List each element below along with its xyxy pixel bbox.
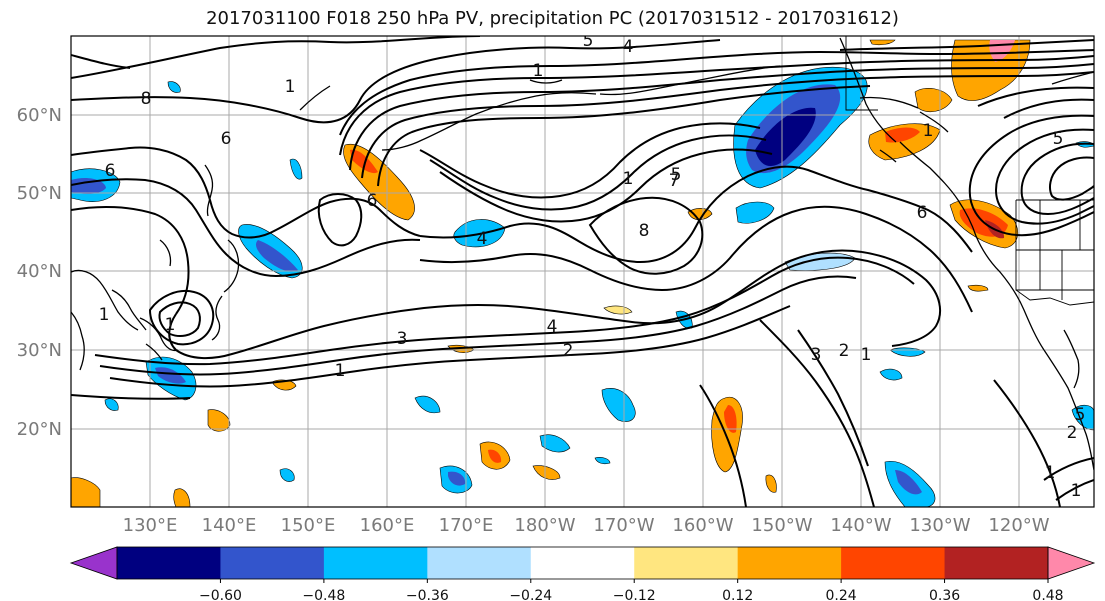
colorbar-extension-max [1047,546,1096,580]
lon-label: 150°W [751,515,812,536]
political-borders [845,36,1094,306]
latitude-labels: 60°N 50°N 40°N 30°N 20°N [17,105,62,440]
colorbar-tick-label: 0.36 [929,588,960,601]
colorbar-tick-label: −0.48 [302,588,345,601]
colorbar-segment [944,547,1049,579]
colorbar-tick-label: −0.60 [199,588,242,601]
contour-label: 1 [285,77,296,97]
contour-label: 2 [839,341,850,361]
contour-label: 1 [335,361,346,381]
colorbar-tick-label: 0.12 [722,588,753,601]
pv-contour-labels: 5 4 1 8 6 1 6 6 1 7 4 8 5 1 6 1 1 4 3 2 … [99,31,1086,501]
colorbar-segment [323,547,428,579]
lon-label: 130°E [123,515,178,536]
colorbar-tick-label: −0.36 [406,588,449,601]
contour-label: 7 [669,171,680,191]
lon-label: 160°W [672,515,733,536]
lat-label: 60°N [17,105,62,126]
map-title: 2017031100 F018 250 hPa PV, precipitatio… [206,8,899,29]
contour-label: 6 [367,191,378,211]
contour-label: 1 [923,121,934,141]
colorbar-segment [427,547,532,579]
contour-label: 6 [105,161,116,181]
contour-label: 1 [1045,463,1056,483]
lon-label: 170°E [439,515,494,536]
lat-label: 40°N [17,261,62,282]
contour-label: 8 [639,221,650,241]
colorbar-tick-label: 0.24 [826,588,857,601]
longitude-labels: 130°E 140°E 150°E 160°E 170°E 180°W 170°… [123,515,1050,536]
contour-label: 4 [623,37,634,57]
contour-label: 5 [1075,405,1086,425]
contour-label: 1 [533,61,544,81]
contour-label: 1 [165,315,176,335]
contour-label: 4 [547,317,558,337]
contour-label: 6 [221,129,232,149]
contour-label: 1 [1071,481,1082,501]
lon-label: 140°E [202,515,257,536]
colorbar-segment [841,547,946,579]
contour-label: 3 [811,345,822,365]
contour-label: 2 [563,341,574,361]
lon-label: 180°W [514,515,575,536]
contour-label: 1 [99,305,110,325]
lon-label: 170°W [593,515,654,536]
colorbar-tick-label: −0.12 [613,588,656,601]
colorbar-tick-label: −0.24 [509,588,552,601]
contour-label: 2 [1067,423,1078,443]
colorbar-outline [116,546,1049,580]
lat-label: 30°N [17,340,62,361]
contour-label: 6 [917,203,928,223]
contour-label: 3 [397,329,408,349]
lon-label: 160°E [360,515,415,536]
colorbar-extension-min [69,546,118,580]
colorbar: −0.60 −0.48 −0.36 −0.24 −0.12 0.12 0.24 0.36 0.4… [69,546,1096,601]
lon-label: 140°W [830,515,891,536]
map-frame [70,35,1095,508]
colorbar-segment [220,547,325,579]
contour-label: 5 [1053,129,1064,149]
lon-label: 130°W [909,515,970,536]
contour-label: 4 [477,229,488,249]
lat-label: 20°N [17,419,62,440]
colorbar-segment [530,547,635,579]
contour-label: 5 [671,165,682,185]
lat-lon-gridlines [71,36,1094,507]
map-panel: 5 4 1 8 6 1 6 6 1 7 4 8 5 1 6 1 1 4 3 2 … [71,31,1094,507]
lon-label: 120°W [988,515,1049,536]
contour-label: 1 [861,345,872,365]
colorbar-segment [737,547,842,579]
lat-label: 50°N [17,183,62,204]
colorbar-segment [634,547,739,579]
contour-label: 1 [623,169,634,189]
colorbar-tick-label: 0.48 [1032,588,1063,601]
contour-label: 8 [141,89,152,109]
lon-label: 150°E [281,515,336,536]
pv-contours [71,36,1094,507]
contour-label: 5 [583,31,594,51]
colorbar-segment [117,547,221,579]
